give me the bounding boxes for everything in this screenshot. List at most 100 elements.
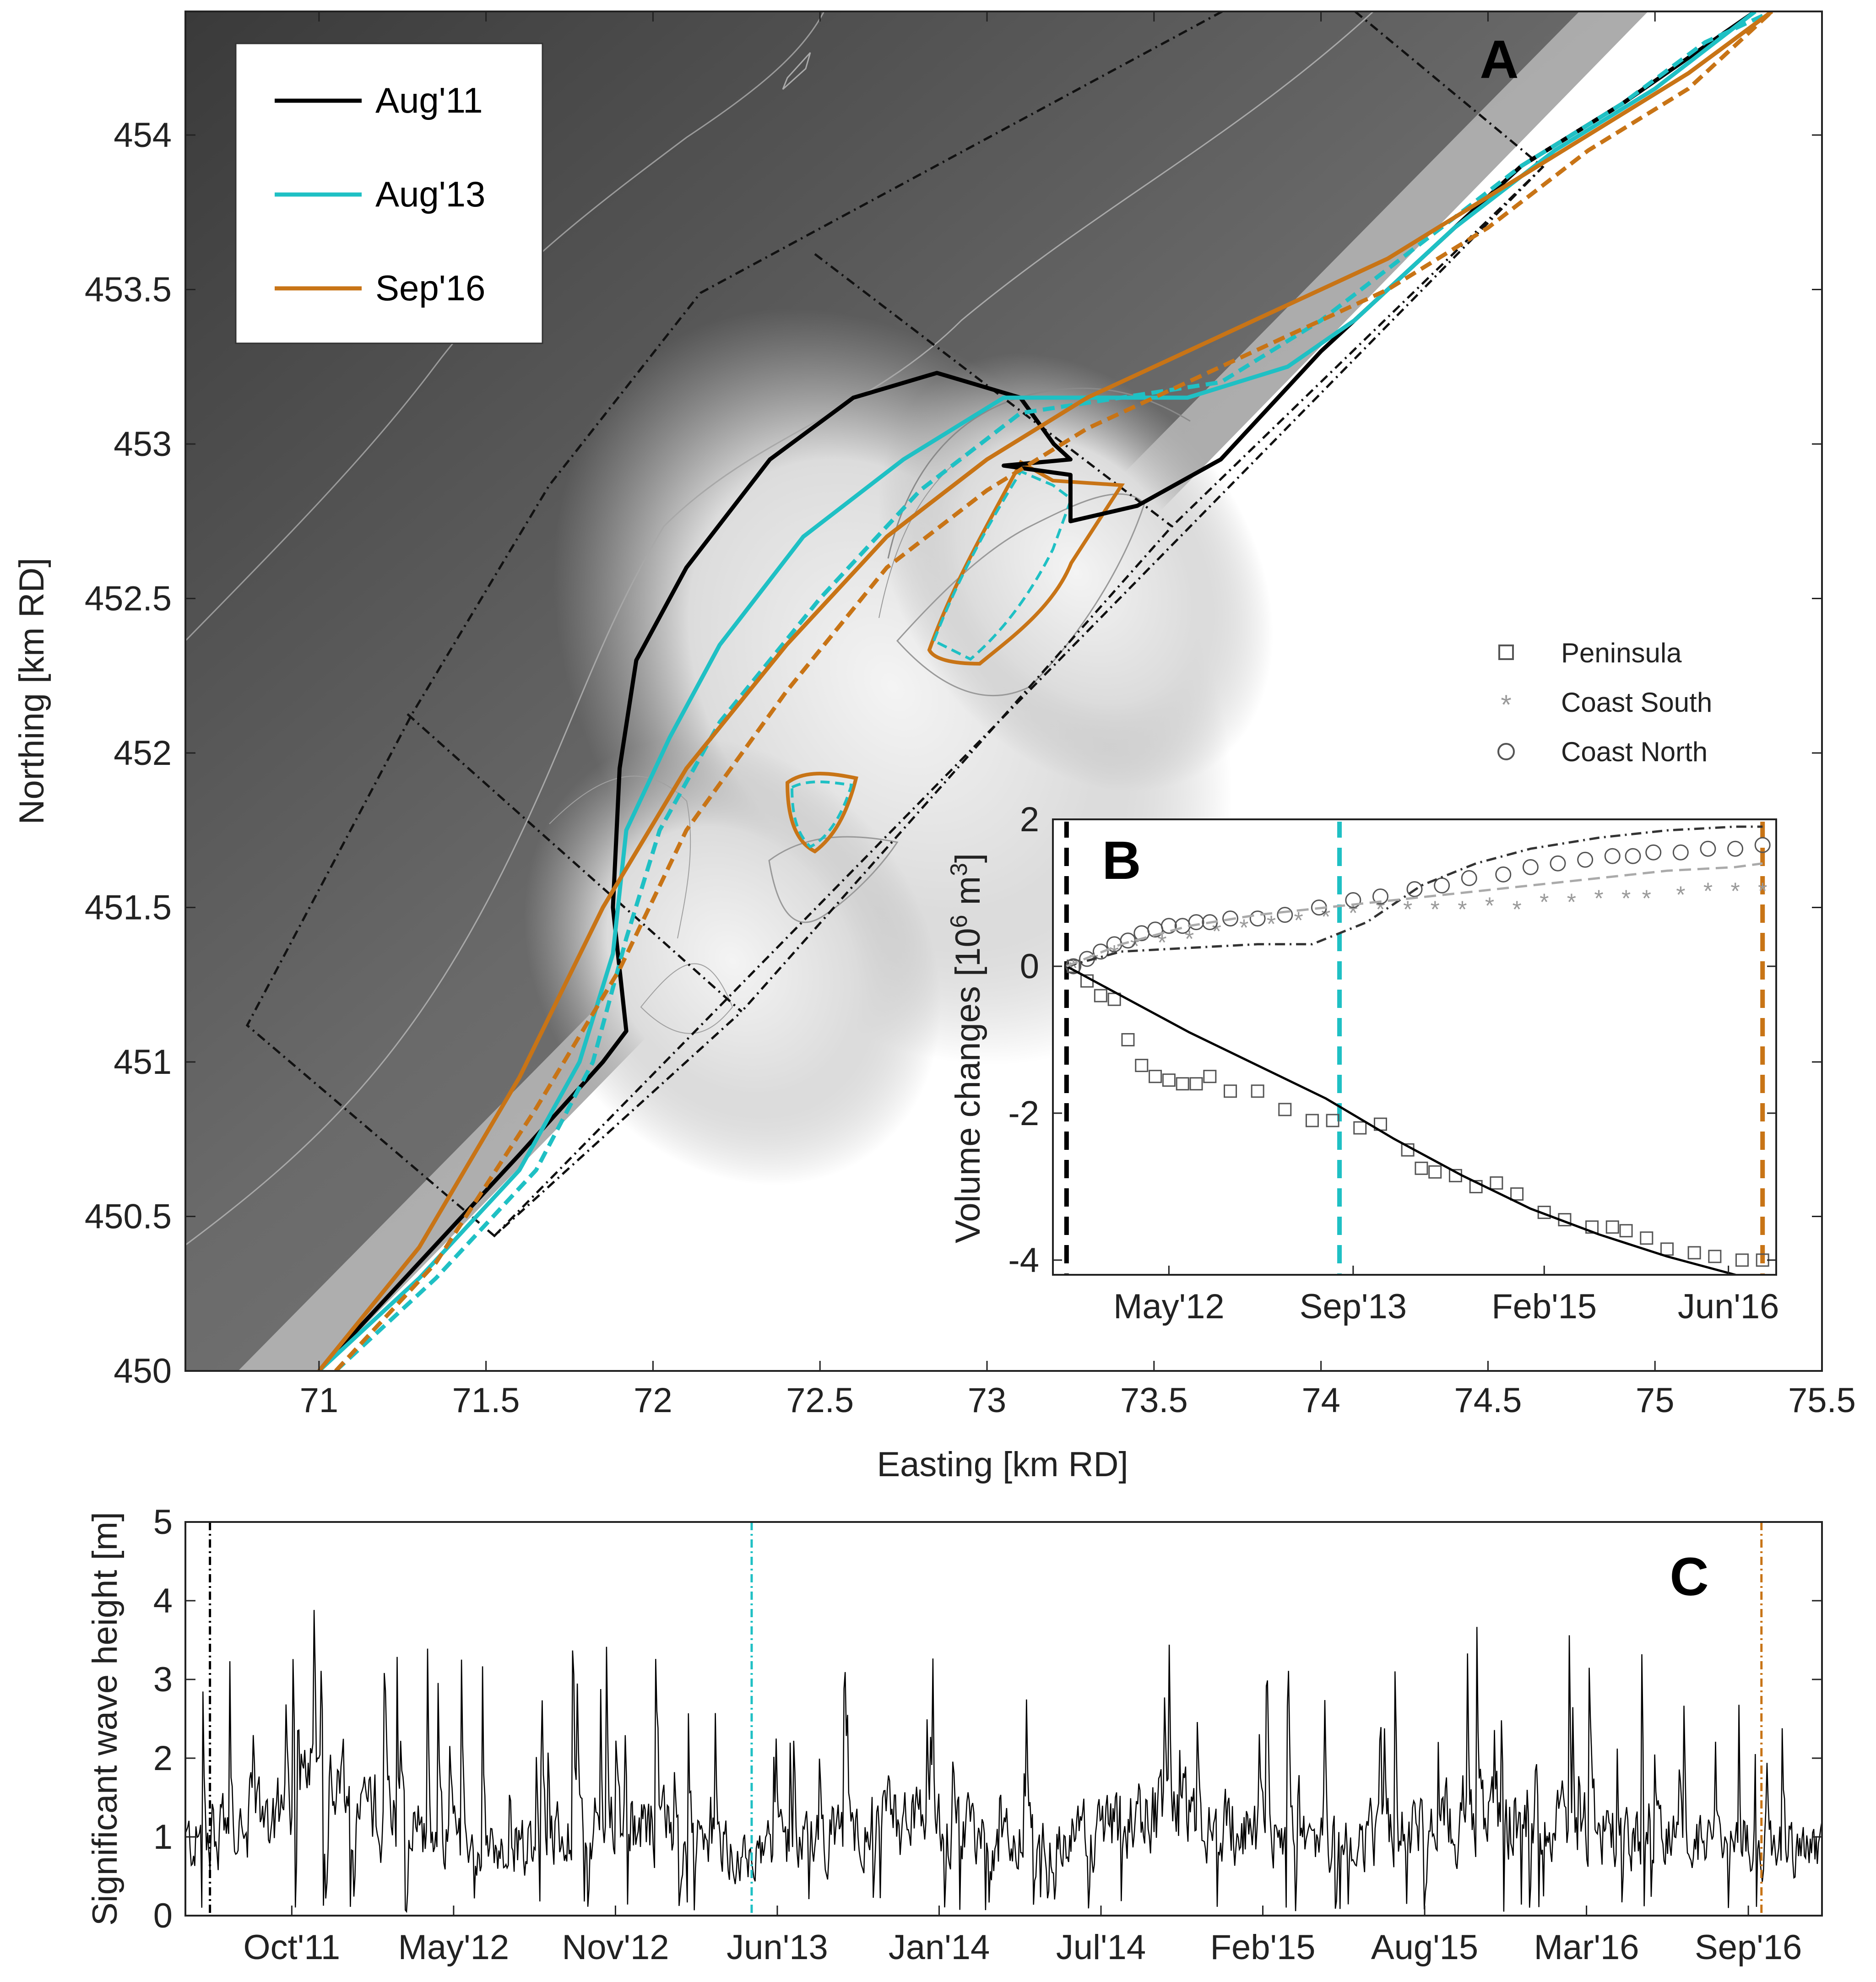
panel-b-point-peninsula — [1251, 1084, 1264, 1098]
panel-c-ytick-label: 5 — [153, 1503, 173, 1542]
panel-b-point-peninsula — [1149, 1070, 1162, 1083]
panel-b-point-coast-north — [1550, 855, 1566, 872]
panel-b: * * * * * * * * * * * * * * * * * * * * * * * * * * * 20-2-4May'12… — [946, 800, 1779, 1326]
panel-b-point-coast-south: * — [1642, 886, 1651, 912]
panel-b-point-coast-south: * — [1485, 893, 1494, 920]
panel-b-point-peninsula — [1203, 1070, 1217, 1083]
panel-b-point-coast-north — [1672, 844, 1689, 861]
panel-c-series — [185, 1610, 1822, 1913]
panel-b-point-peninsula — [1135, 1059, 1149, 1072]
panel-b-point-peninsula — [1305, 1114, 1319, 1127]
panel-a-xtick-label: 74.5 — [1454, 1381, 1522, 1420]
panel-b-point-coast-north — [1188, 914, 1204, 931]
panel-a-ticks: 71 71.5 72 72.5 73 73.5 74 74.5 75 75.5 450 450.5 45… — [85, 11, 1856, 1420]
panel-a-ytick-label: 450 — [114, 1352, 172, 1391]
panel-b-legend: Peninsula * Coast South Coast North — [1497, 638, 1712, 767]
panel-c-ytick-label: 0 — [153, 1896, 173, 1935]
panel-b-point-coast-south: * — [1730, 878, 1740, 904]
legend-label-peninsula: Peninsula — [1561, 638, 1682, 668]
panel-b-point-coast-south: * — [1540, 889, 1549, 916]
panel-b-ytick-label: 2 — [1020, 800, 1039, 839]
panel-b-point-peninsula — [1121, 1033, 1135, 1046]
panel-c-ytick-label: 4 — [153, 1581, 173, 1620]
legend-marker-coast-south: * — [1501, 689, 1511, 720]
panel-a-ytick-label: 453.5 — [85, 271, 172, 309]
panel-b-point-coast-north — [1727, 840, 1744, 857]
panel-b-point-coast-north — [1345, 892, 1361, 909]
panel-c-xtick-label: Jun'13 — [727, 1928, 828, 1967]
panel-b-point-peninsula — [1510, 1187, 1524, 1201]
panel-c-xtick-label: Jul'14 — [1056, 1928, 1146, 1967]
panel-a-xtick-label: 72.5 — [786, 1381, 854, 1420]
panel-a-ytick-label: 454 — [114, 116, 172, 155]
panel-b-point-coast-north — [1700, 840, 1716, 857]
panel-a-xtick-label: 73.5 — [1120, 1381, 1188, 1420]
panel-a-xtick-label: 75 — [1636, 1381, 1675, 1420]
panel-b-point-peninsula — [1660, 1242, 1674, 1256]
panel-a-xtick-label: 71 — [300, 1381, 339, 1420]
panel-b-point-coast-north — [1160, 918, 1177, 934]
panel-c-ytick-label: 1 — [153, 1818, 173, 1857]
legend-label-aug13: Aug'13 — [375, 174, 485, 214]
panel-b-point-coast-north — [1645, 844, 1662, 861]
panel-b-point-peninsula — [1189, 1077, 1203, 1091]
panel-a-ytick-label: 450.5 — [85, 1197, 172, 1236]
panel-b-xtick-label: Jun'16 — [1678, 1287, 1779, 1326]
legend-label-coast-north: Coast North — [1561, 736, 1708, 767]
panel-a-xtick-label: 71.5 — [452, 1381, 520, 1420]
panel-b-ylabel: Volume changes [106 m3] — [946, 853, 987, 1243]
panel-b-model-line-3 — [1066, 965, 1740, 1275]
panel-a-xtick-label: 72 — [634, 1381, 672, 1420]
panel-c-vlines — [209, 1522, 1763, 1916]
panel-b-point-coast-north — [1249, 910, 1266, 927]
panel-b-point-peninsula — [1326, 1114, 1339, 1127]
panel-b-vlines — [1064, 822, 1765, 1275]
panel-b-point-peninsula — [1687, 1246, 1701, 1260]
panel-b-point-peninsula — [1278, 1103, 1292, 1116]
panel-b-point-coast-south: * — [1294, 908, 1303, 934]
panel-b-point-peninsula — [1415, 1161, 1428, 1175]
panel-b-point-coast-south: * — [1458, 897, 1467, 923]
panel-a-line-2 — [334, 11, 1773, 1371]
panel-a-line-1 — [317, 11, 1757, 1371]
panel-b-point-coast-north — [1625, 848, 1641, 864]
panel-b-point-coast-south: * — [1594, 886, 1603, 912]
panel-a-ytick-label: 452.5 — [85, 579, 172, 618]
panel-b-point-coast-south: * — [1212, 919, 1221, 945]
panel-b-point-coast-north — [1522, 859, 1539, 875]
panel-b-point-coast-north — [1092, 943, 1109, 960]
panel-b-point-coast-north — [1406, 881, 1423, 897]
panel-a-series — [317, 11, 1773, 1371]
panel-c-xtick-label: Sep'16 — [1695, 1928, 1802, 1967]
panel-b-point-coast-north — [1277, 907, 1293, 923]
panel-a-letter: A — [1480, 29, 1518, 90]
panel-b-point-peninsula — [1605, 1220, 1619, 1234]
legend-marker-coast-north — [1497, 743, 1515, 760]
panel-c-xtick-label: Oct'11 — [244, 1928, 341, 1967]
panel-b-point-coast-south: * — [1321, 904, 1330, 931]
panel-a-legend: Aug'11 Aug'13 Sep'16 — [235, 43, 543, 344]
panel-b-point-coast-south: * — [1621, 886, 1631, 912]
panel-b-point-coast-north — [1495, 866, 1512, 883]
panel-b-point-coast-south: * — [1239, 915, 1248, 942]
legend-label-coast-south: Coast South — [1561, 687, 1712, 718]
panel-b-xtick-label: May'12 — [1113, 1287, 1225, 1326]
panel-a-line-3 — [317, 11, 1773, 1371]
panel-b-point-peninsula — [1619, 1224, 1633, 1238]
panel-b-point-coast-south: * — [1512, 897, 1521, 923]
panel-c-xtick-label: Nov'12 — [562, 1928, 669, 1967]
panel-c-letter: C — [1670, 1547, 1708, 1607]
legend-label-sep16: Sep'16 — [375, 268, 485, 308]
panel-a-ytick-label: 453 — [114, 425, 172, 464]
panel-b-xtick-label: Sep'13 — [1300, 1287, 1407, 1326]
panel-b-point-coast-south: * — [1703, 878, 1713, 904]
panel-a-xlabel: Easting [km RD] — [877, 1445, 1128, 1484]
panel-b-point-peninsula — [1162, 1073, 1176, 1087]
panel-b-model-line-5 — [1066, 862, 1763, 968]
panel-b-point-coast-north — [1222, 910, 1239, 927]
panel-b-ticks: 2 0 -2 -4 May'12 Sep'13 Feb'15 Jun'16 — [1008, 800, 1779, 1326]
panel-b-xtick-label: Feb'15 — [1491, 1287, 1597, 1326]
panel-a-xtick-label: 73 — [968, 1381, 1007, 1420]
panel-c-ticks: 0 1 2 3 4 5 Oct'11 May'12 Nov'12 Jun'13 Jan'14 Jul'… — [153, 1503, 1822, 1967]
panel-b-point-coast-south: * — [1267, 911, 1276, 938]
